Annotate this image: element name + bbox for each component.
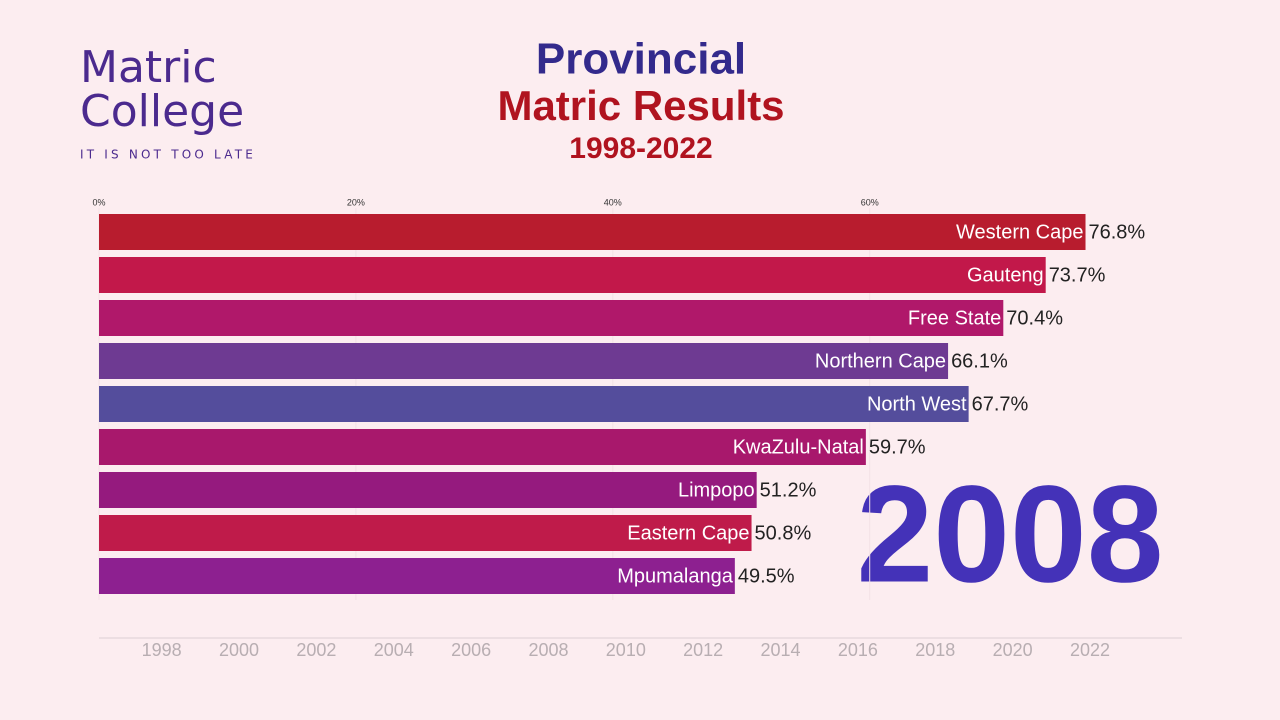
bar-label: Northern Cape [815,350,946,372]
value-label: 73.7% [1049,264,1106,286]
value-label: 67.7% [972,393,1029,415]
bar-label: Western Cape [956,221,1083,243]
bar [99,472,757,508]
bar-label: Free State [908,307,1001,329]
chart-period: 1998-2022 [569,132,712,165]
timeline-label: 2000 [219,640,259,660]
value-label: 51.2% [760,479,817,501]
timeline-label: 2010 [606,640,646,660]
bar [99,429,866,465]
timeline-label: 2020 [993,640,1033,660]
value-label: 76.8% [1089,221,1146,243]
bar [99,257,1046,293]
timeline-label: 2012 [683,640,723,660]
current-year: 2008 [857,457,1164,611]
value-label: 49.5% [738,565,795,587]
bar-label: KwaZulu-Natal [733,436,864,458]
x-tick-label: 60% [861,197,879,207]
bar [99,515,752,551]
timeline-label: 2016 [838,640,878,660]
timeline-label: 2002 [296,640,336,660]
value-label: 66.1% [951,350,1008,372]
x-tick-label: 40% [604,197,622,207]
bar-label: Mpumalanga [617,565,734,587]
bar [99,386,969,422]
chart-subtitle: Matric Results [497,82,784,129]
logo-line: College [80,86,244,137]
timeline-label: 2004 [374,640,414,660]
timeline-label: 2022 [1070,640,1110,660]
logo-tagline: IT IS NOT TOO LATE [80,148,256,162]
bar-label: Limpopo [678,479,755,501]
timeline-label: 2006 [451,640,491,660]
bar [99,300,1004,336]
bar-label: Eastern Cape [627,522,749,544]
x-tick-label: 20% [347,197,365,207]
timeline-label: 1998 [142,640,182,660]
chart-title: Provincial [536,35,746,84]
timeline-label: 2018 [915,640,955,660]
bar [99,214,1086,250]
bar [99,343,949,379]
value-label: 70.4% [1006,307,1063,329]
bar-label: North West [867,393,967,415]
logo-line: Matric [80,42,217,93]
bar-label: Gauteng [967,264,1044,286]
value-label: 59.7% [869,436,926,458]
timeline-label: 2014 [761,640,801,660]
value-label: 50.8% [755,522,812,544]
x-tick-label: 0% [92,197,105,207]
timeline-label: 2008 [528,640,568,660]
bar [99,558,735,594]
